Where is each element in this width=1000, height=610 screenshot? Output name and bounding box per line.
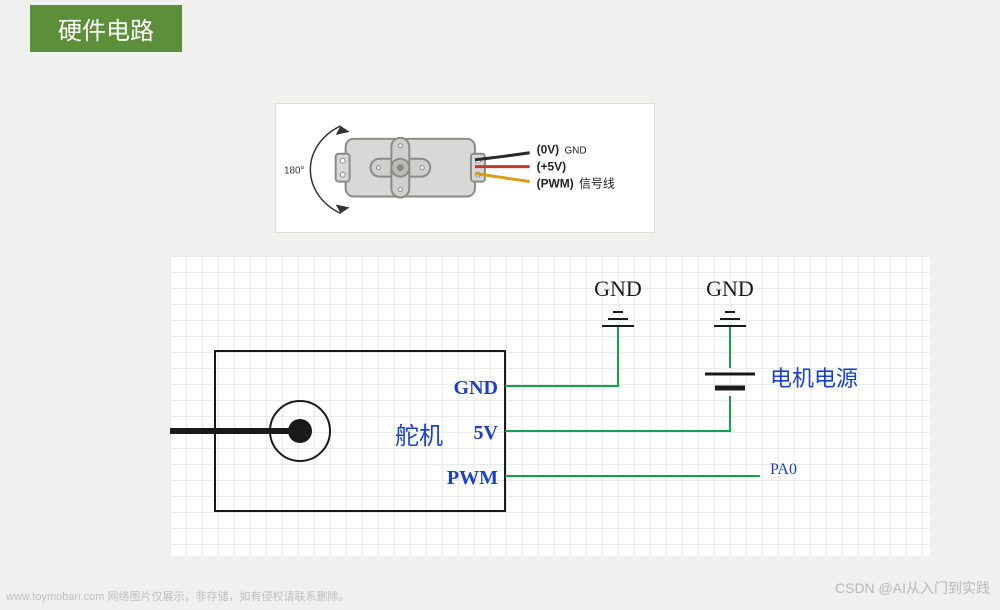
- servo-photo: 180° (0V) GND (+5V): [275, 103, 655, 233]
- angle-label: 180°: [284, 166, 305, 177]
- page-title: 硬件电路: [58, 18, 154, 45]
- pin-5v: 5V: [474, 422, 499, 444]
- gnd-label-1: GND: [594, 276, 642, 301]
- battery-symbol: [705, 374, 755, 388]
- wire-5v-line: [505, 396, 730, 431]
- pin-pwm: PWM: [447, 467, 498, 489]
- screw-hole-2: [340, 172, 345, 177]
- wire-label-0: (0V) GND: [537, 143, 587, 157]
- motor-power-label: 电机电源: [770, 366, 858, 391]
- circuit-svg: 舵机 GND 5V PWM GND GND: [170, 256, 930, 556]
- watermark-left: www.toymoban.com 网络图片仅展示，非存储，如有侵权请联系删除。: [6, 588, 349, 604]
- servo-label: 舵机: [395, 423, 443, 450]
- pin-gnd: GND: [454, 377, 498, 399]
- screw-hole-1: [340, 158, 345, 163]
- servo-photo-svg: 180° (0V) GND (+5V): [276, 104, 654, 233]
- wire-gnd-line: [505, 326, 618, 386]
- watermark-right: CSDN @AI从入门到实践: [835, 578, 990, 598]
- gnd-symbol-2: [714, 312, 746, 326]
- pa0-label: PA0: [770, 461, 797, 478]
- gnd-symbol-1: [602, 306, 634, 326]
- gnd-label-2: GND: [706, 276, 754, 301]
- circuit-diagram: 舵机 GND 5V PWM GND GND: [170, 256, 930, 556]
- servo-hub-inner: [288, 419, 312, 443]
- title-banner: 硬件电路: [30, 5, 182, 52]
- wire-label-1: (+5V): [537, 160, 567, 174]
- wire-label-2: (PWM) 信号线: [537, 177, 615, 191]
